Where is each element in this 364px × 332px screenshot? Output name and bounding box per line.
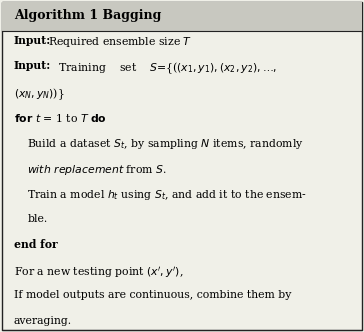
Text: Train a model $h_t$ using $S_t$, and add it to the ensem-: Train a model $h_t$ using $S_t$, and add…: [27, 188, 307, 202]
Bar: [2, 2, 362, 31]
Text: If model outputs are continuous, combine them by: If model outputs are continuous, combine…: [14, 290, 291, 300]
Text: Input:: Input:: [14, 60, 51, 71]
Text: ble.: ble.: [27, 214, 48, 224]
Text: Algorithm 1 Bagging: Algorithm 1 Bagging: [14, 9, 161, 22]
Text: $\mathit{with\ replacement}$ from $S$.: $\mathit{with\ replacement}$ from $S$.: [27, 163, 167, 177]
Text: Input:: Input:: [14, 35, 51, 46]
Text: Training    set    $S$={($(x_1,y_1),(x_2,y_2),\ldots,$: Training set $S$={($(x_1,y_1),(x_2,y_2),…: [48, 60, 278, 76]
Text: $(x_N,y_N)$)}: $(x_N,y_N)$)}: [14, 86, 64, 102]
Text: averaging.: averaging.: [14, 316, 72, 326]
Text: For a new testing point $(x',y')$,: For a new testing point $(x',y')$,: [14, 265, 183, 280]
Text: end for: end for: [14, 239, 58, 250]
Text: Build a dataset $S_t$, by sampling $N$ items, randomly: Build a dataset $S_t$, by sampling $N$ i…: [27, 137, 304, 151]
Text: Required ensemble size $T$: Required ensemble size $T$: [48, 35, 193, 49]
Text: $\mathbf{for}$ $t$ = 1 to $T$ $\mathbf{do}$: $\mathbf{for}$ $t$ = 1 to $T$ $\mathbf{d…: [14, 112, 107, 124]
